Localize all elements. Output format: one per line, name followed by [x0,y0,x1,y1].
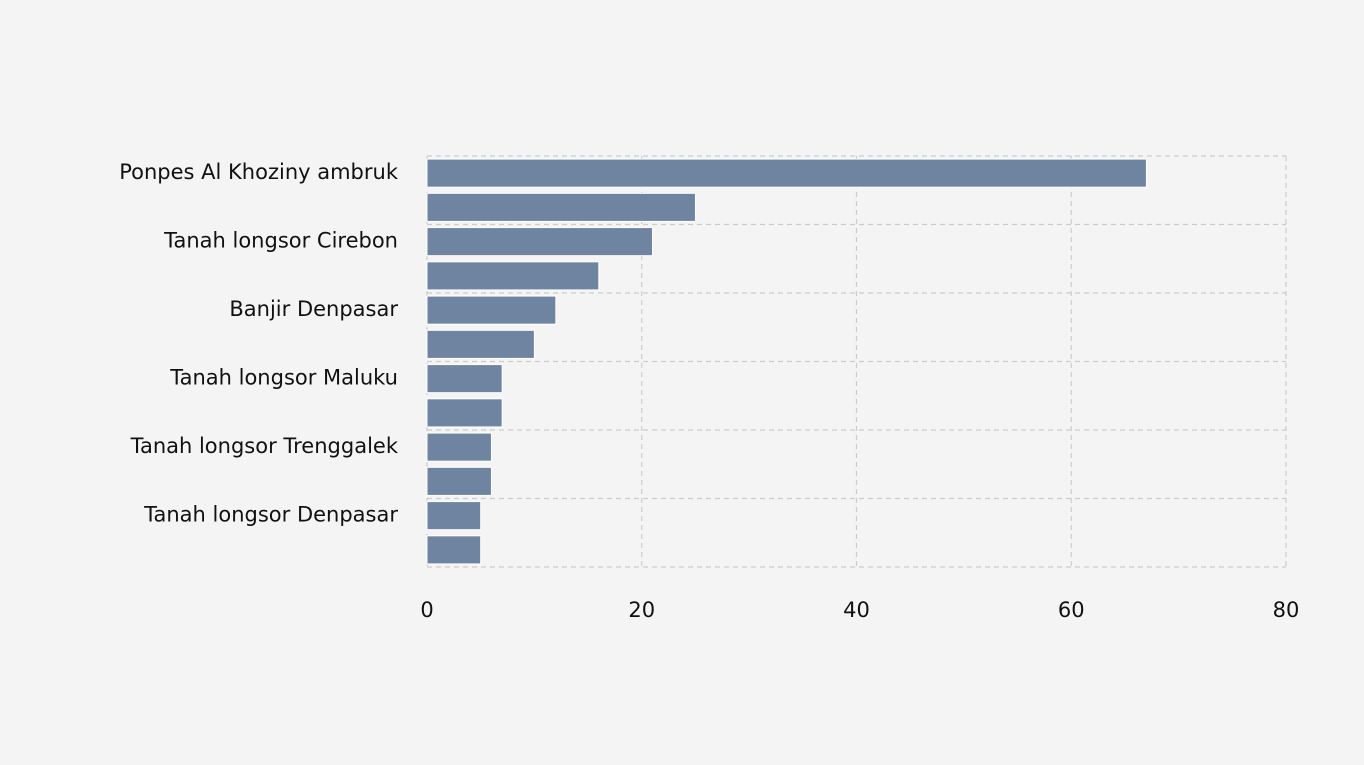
y-tick-label: Tanah longsor Maluku [169,366,398,390]
y-tick-label: Banjir Denpasar [229,297,398,321]
bar [426,398,503,428]
y-tick-label: Tanah longsor Denpasar [143,503,398,527]
bar [426,261,600,291]
x-tick-labels: 0 20 40 60 80 [420,598,1299,622]
x-tick-label: 40 [843,598,870,622]
y-tick-label: Ponpes Al Khoziny ambruk [119,160,399,184]
x-tick-label: 60 [1058,598,1085,622]
y-tick-label: Tanah longsor Cirebon [163,229,398,253]
bar [426,466,492,496]
bar [426,535,482,565]
bar [426,192,696,222]
grid [426,155,1287,568]
bar [426,501,482,531]
x-tick-label: 20 [628,598,655,622]
bar [426,227,653,257]
bar [426,364,503,394]
y-tick-label: Tanah longsor Trenggalek [130,434,399,458]
x-tick-label: 80 [1273,598,1300,622]
y-tick-labels: Ponpes Al Khoziny ambruk Tanah longsor Ci… [119,160,399,527]
bar [426,432,492,462]
bar [426,295,557,325]
bars [426,158,1147,565]
x-tick-label: 0 [420,598,433,622]
bar [426,329,535,359]
bar [426,158,1147,188]
